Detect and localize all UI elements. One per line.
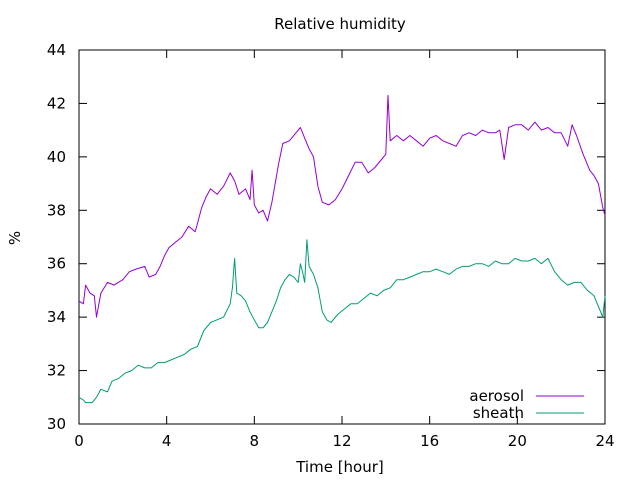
- x-tick-label: 8: [250, 432, 260, 450]
- y-tick-label: 30: [47, 415, 66, 433]
- chart-title: Relative humidity: [274, 15, 406, 33]
- series-line-aerosol: [78, 94, 606, 318]
- x-tick-label: 20: [508, 432, 527, 450]
- y-tick-label: 40: [47, 148, 66, 166]
- x-tick-label: 12: [332, 432, 351, 450]
- plot-frame: [78, 49, 606, 425]
- axis-ticks: 0 4 8 12 16 20 24 30 32 34 36 38 40 42 44: [47, 41, 615, 450]
- series-layer: [78, 94, 606, 404]
- y-tick-label: 32: [47, 362, 66, 380]
- x-tick-label: 0: [74, 432, 84, 450]
- y-tick-label: 42: [47, 94, 66, 112]
- x-tick-label: 4: [162, 432, 172, 450]
- series-line-sheath: [78, 239, 606, 404]
- x-axis-label: Time [hour]: [295, 458, 384, 476]
- y-tick-label: 38: [47, 201, 66, 219]
- x-tick-label: 16: [420, 432, 439, 450]
- y-tick-label: 44: [47, 41, 66, 59]
- y-tick-label: 34: [47, 308, 66, 326]
- legend-label-aerosol: aerosol: [469, 387, 524, 405]
- x-tick-label: 24: [595, 432, 614, 450]
- y-axis-label: %: [6, 231, 24, 245]
- legend-label-sheath: sheath: [473, 404, 524, 422]
- y-tick-label: 36: [47, 255, 66, 273]
